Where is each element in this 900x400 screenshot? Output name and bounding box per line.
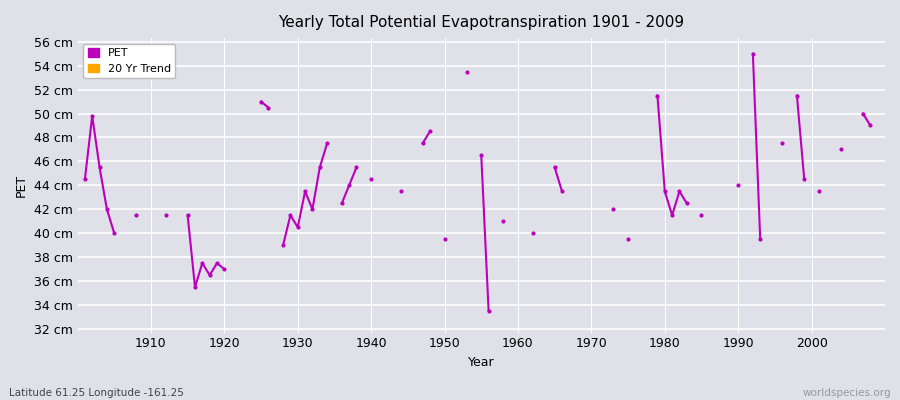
X-axis label: Year: Year <box>468 356 495 369</box>
Legend: PET, 20 Yr Trend: PET, 20 Yr Trend <box>83 44 176 78</box>
Text: worldspecies.org: worldspecies.org <box>803 388 891 398</box>
Y-axis label: PET: PET <box>15 174 28 197</box>
Text: Latitude 61.25 Longitude -161.25: Latitude 61.25 Longitude -161.25 <box>9 388 184 398</box>
Title: Yearly Total Potential Evapotranspiration 1901 - 2009: Yearly Total Potential Evapotranspiratio… <box>278 15 684 30</box>
